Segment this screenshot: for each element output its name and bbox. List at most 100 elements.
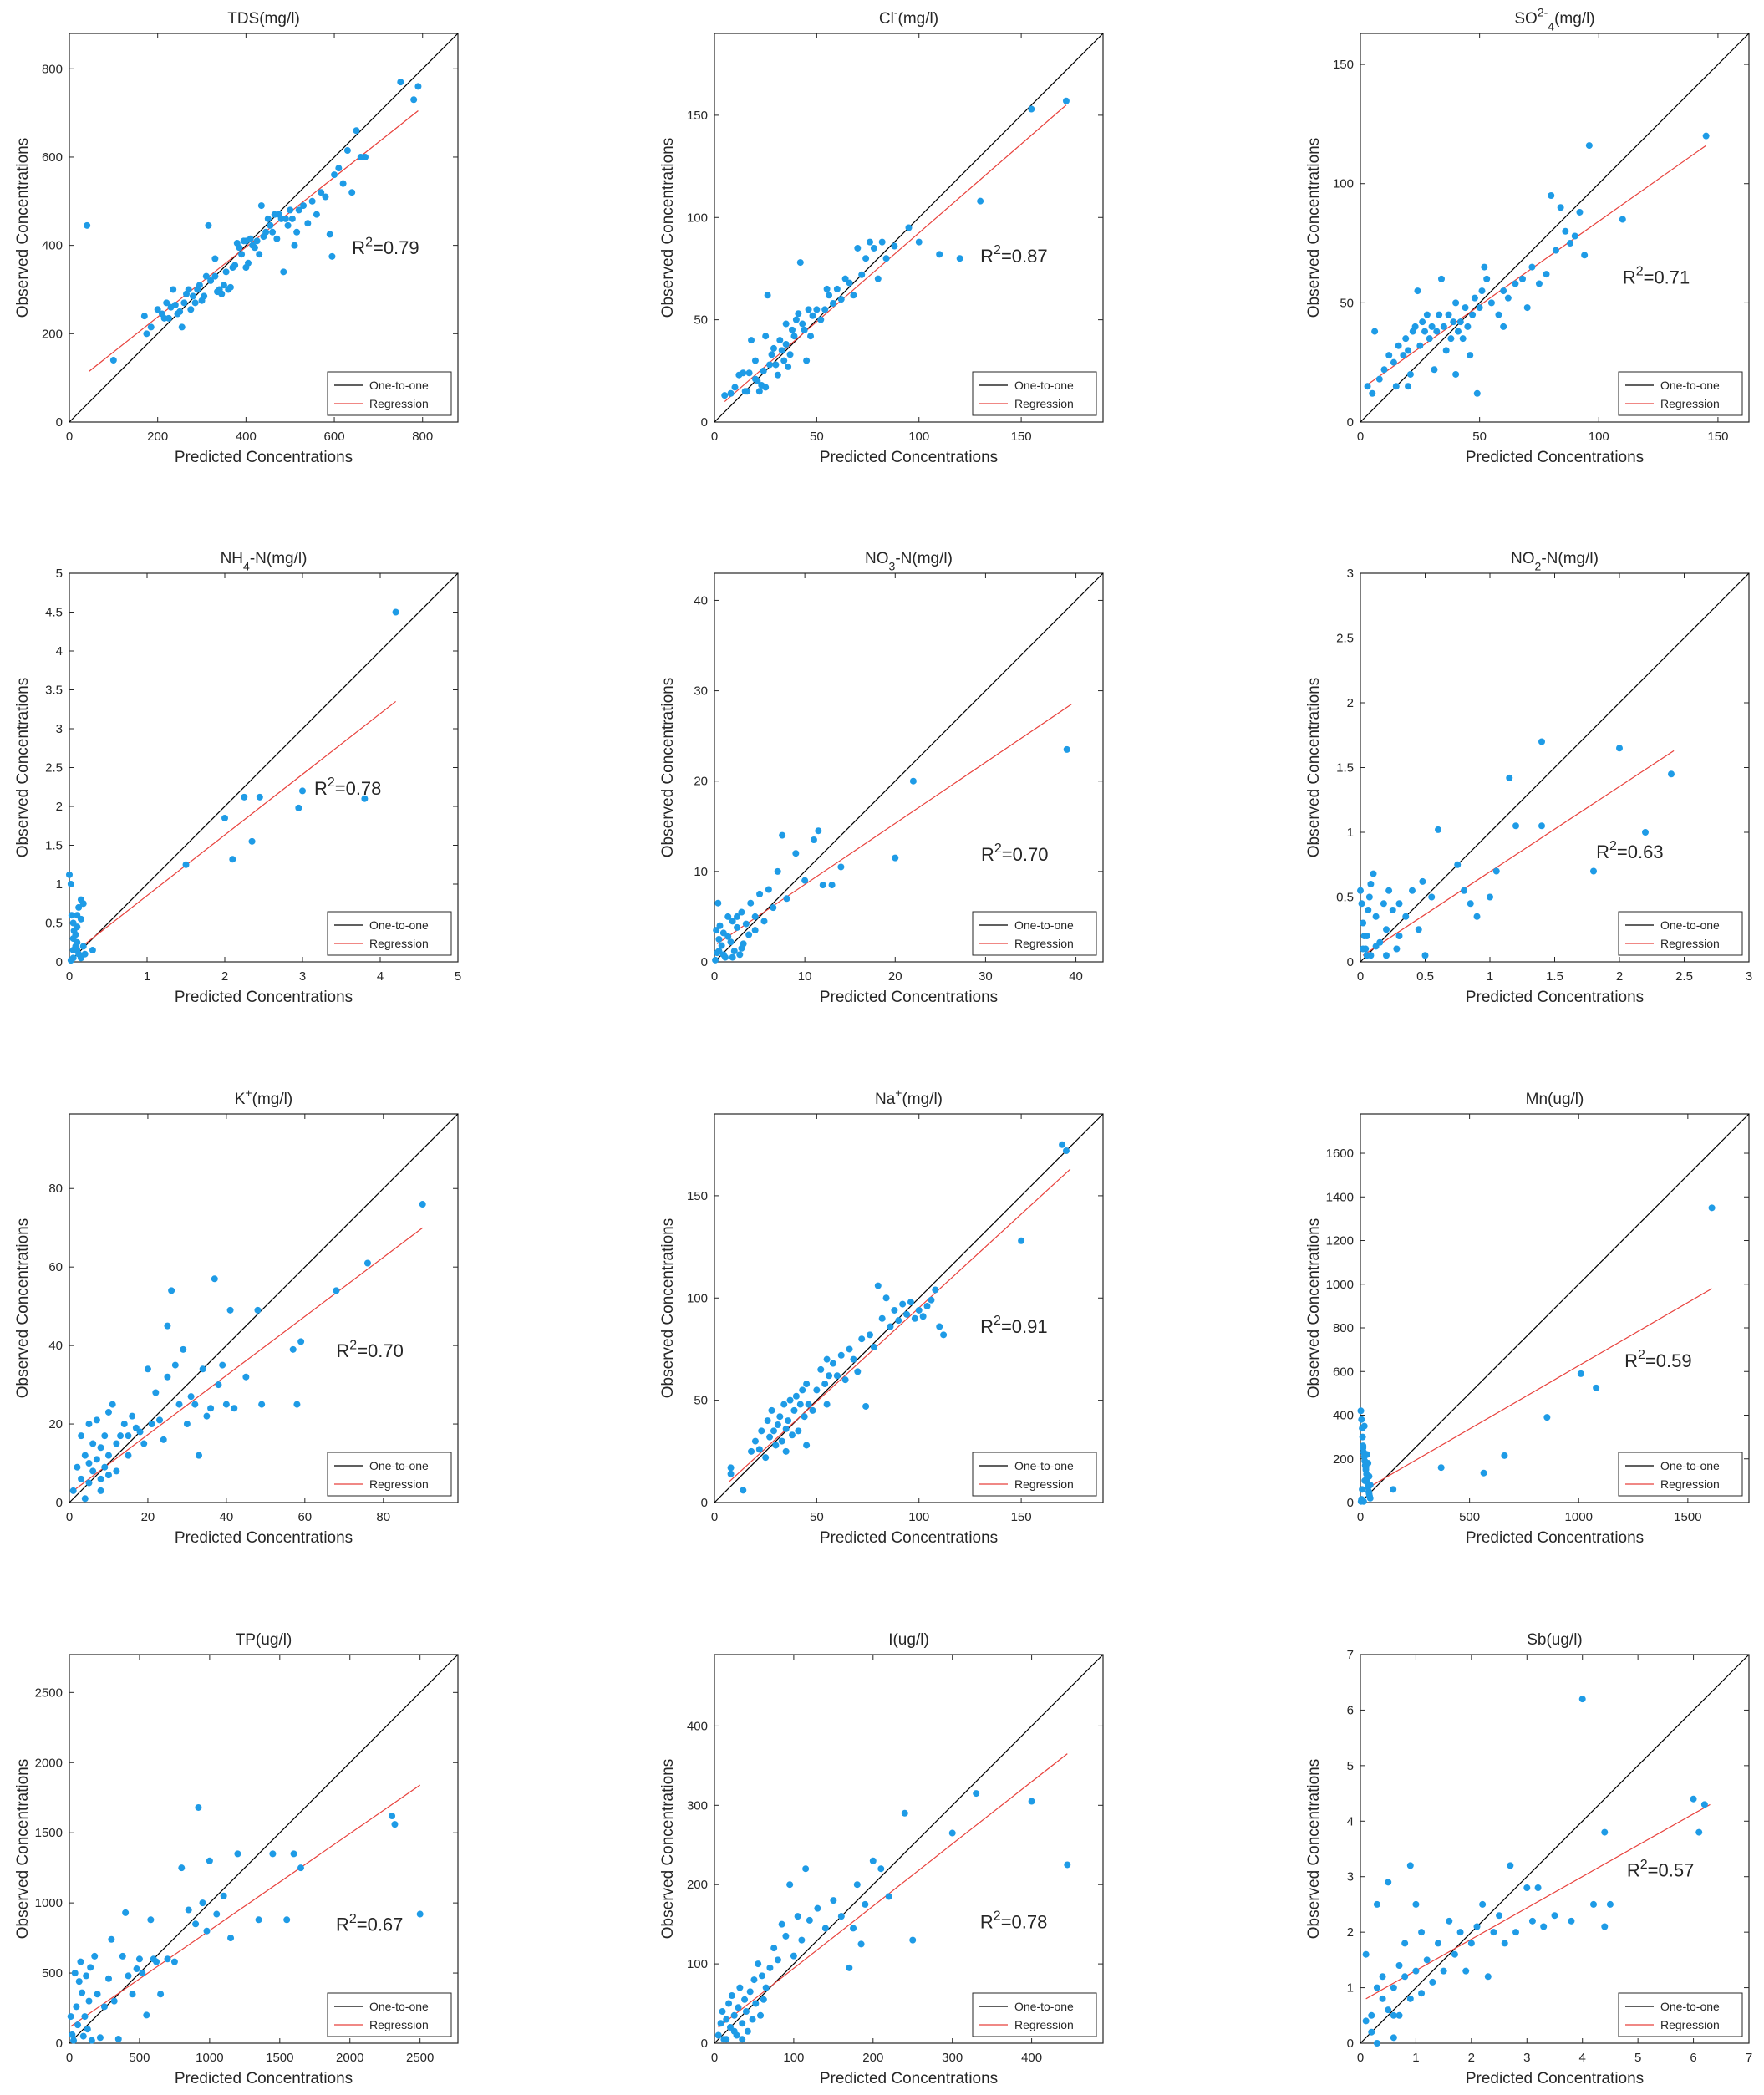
data-point [1373, 1984, 1380, 1991]
data-point [191, 1401, 199, 1408]
data-point [874, 275, 882, 282]
data-point [226, 1306, 234, 1314]
y-tick-label: 0 [701, 1496, 708, 1510]
data-point [815, 827, 822, 835]
data-point [730, 948, 738, 955]
data-point [792, 316, 800, 323]
data-point [752, 2000, 760, 2007]
data-point [1543, 271, 1550, 278]
data-point [783, 895, 790, 903]
legend-one-to-one-label: One-to-one [369, 1459, 429, 1472]
x-tick-label: 60 [297, 1510, 312, 1524]
y-tick-label: 100 [687, 1957, 708, 1971]
data-point [1481, 263, 1488, 271]
y-tick-label: 2 [1347, 696, 1354, 710]
one-to-one-line [714, 572, 1104, 963]
data-point [1360, 1422, 1368, 1430]
data-point [801, 877, 809, 884]
legend: One-to-one Regression [972, 911, 1097, 956]
data-point [1418, 1929, 1426, 1936]
panel-na-mg-l: 0 50 100 150 0 50 100 150 Na+(mg/l) Predicted Con… [659, 1086, 1104, 1547]
data-point [891, 242, 898, 250]
y-tick-label: 1 [56, 877, 63, 892]
x-tick-label: 3 [299, 969, 306, 984]
legend-box [1618, 1452, 1743, 1497]
data-point [1487, 893, 1493, 901]
x-tick-label: 100 [908, 430, 929, 444]
data-point [74, 923, 81, 931]
y-axis-label: Observed Concentrations [1305, 1218, 1323, 1398]
data-point [1473, 389, 1481, 397]
data-point [1456, 1929, 1464, 1936]
data-point [363, 1259, 371, 1267]
data-point [1467, 352, 1474, 359]
data-point [1446, 1917, 1453, 1925]
data-point [1435, 1940, 1441, 1947]
data-point [810, 836, 817, 844]
y-tick-label: 3 [1347, 1870, 1354, 1884]
x-tick-label: 1000 [1565, 1510, 1593, 1524]
data-point [144, 1365, 151, 1373]
y-tick-label: 1 [1347, 826, 1354, 840]
data-point [725, 2000, 733, 2007]
data-point [178, 1864, 186, 1872]
x-axis-label: Predicted Concentrations [820, 1529, 998, 1547]
data-point [1365, 907, 1372, 913]
data-point [290, 1850, 297, 1858]
data-point [772, 361, 780, 369]
data-point [79, 1989, 86, 1996]
data-point [1462, 1967, 1470, 1975]
y-tick-label: 100 [687, 1291, 708, 1305]
data-point [234, 1850, 241, 1858]
y-tick-label: 6 [1347, 1703, 1354, 1717]
data-point [77, 915, 84, 923]
data-point [227, 1935, 235, 1942]
legend-box [327, 1452, 452, 1497]
data-point [75, 903, 83, 911]
data-point [739, 2036, 746, 2043]
data-point [242, 264, 250, 272]
data-point [1478, 287, 1486, 295]
data-point [713, 927, 720, 934]
data-point [891, 1306, 898, 1314]
x-tick-label: 100 [908, 1510, 929, 1524]
data-point [774, 1421, 781, 1428]
data-point [1568, 1917, 1575, 1925]
data-point [1363, 933, 1370, 939]
y-tick-label: 5 [56, 567, 63, 581]
x-tick-label: 0.5 [1416, 969, 1434, 984]
data-point [1456, 318, 1464, 326]
data-point [1450, 318, 1457, 326]
data-point [211, 272, 219, 280]
data-point [719, 951, 727, 959]
x-tick-label: 500 [1459, 1510, 1480, 1524]
data-point [1389, 907, 1396, 913]
data-point [760, 1996, 767, 2003]
y-tick-label: 2.5 [45, 761, 63, 775]
data-point [1395, 933, 1403, 939]
data-point [410, 96, 418, 104]
data-point [867, 1331, 873, 1339]
x-tick-label: 0 [1357, 969, 1364, 984]
data-point [774, 371, 781, 379]
data-point [915, 1306, 923, 1314]
data-point [837, 1351, 845, 1359]
data-point [335, 165, 343, 172]
data-point [391, 1821, 399, 1828]
panel-no2-n-mg-l: 0 0.5 1 1.5 2 2.5 3 0 0.5 1 1.5 2 2.5 3 NO2-N(mg/l) Pre… [1305, 550, 1752, 1006]
one-to-one-line [69, 1113, 459, 1503]
panel-tp-ug-l: 0 500 1000 1500 2000 2500 0 500 1000 1500 2000 2500… [14, 1631, 459, 2087]
x-tick-label: 50 [810, 1510, 824, 1524]
legend: One-to-one Regression [972, 371, 1097, 416]
y-tick-label: 1000 [35, 1896, 63, 1910]
data-point [187, 306, 195, 313]
legend-box [1618, 911, 1743, 956]
data-point [297, 1338, 305, 1345]
data-point [81, 1452, 89, 1459]
data-point [738, 944, 745, 952]
data-point [93, 1456, 100, 1463]
data-point [813, 306, 821, 313]
r2-annotation: R2=0.63 [1596, 839, 1663, 862]
x-tick-label: 50 [1472, 430, 1487, 444]
data-point [716, 922, 724, 929]
